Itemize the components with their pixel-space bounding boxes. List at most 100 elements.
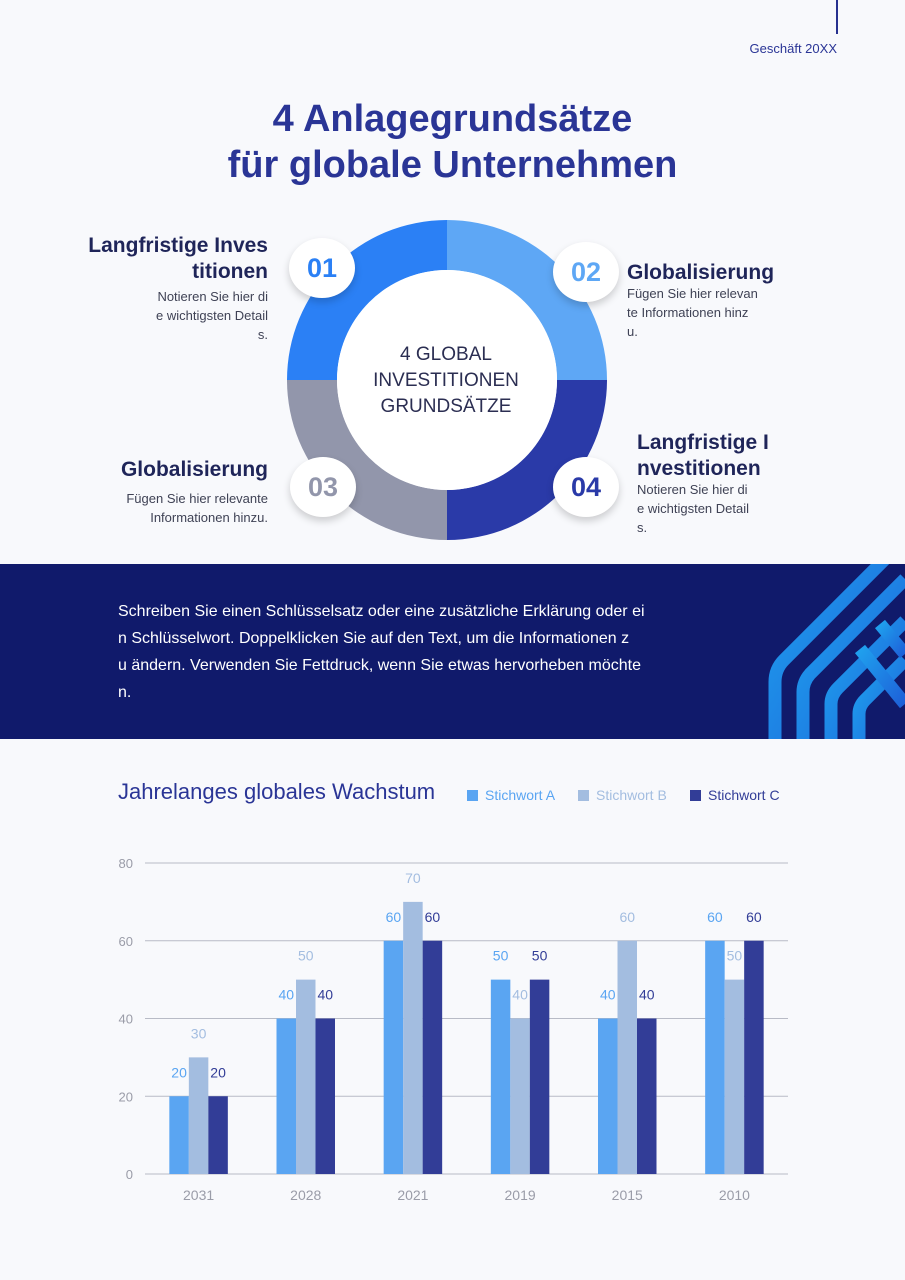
y-tick-label: 0 (126, 1167, 133, 1182)
bar (315, 1018, 335, 1174)
badge-02: 02 (553, 242, 619, 302)
bar (188, 1057, 209, 1174)
principle-2: Globalisierung Fügen Sie hier relevan te… (627, 260, 817, 341)
center-line-3: GRUNDSÄTZE (380, 396, 512, 417)
y-tick-label: 20 (119, 1089, 133, 1104)
principle-2-text: Fügen Sie hier relevan te Informationen … (627, 284, 817, 341)
legend-label-c: Stichwort C (708, 787, 780, 803)
legend-item-b: Stichwort B (578, 787, 667, 803)
legend-label-a: Stichwort A (485, 787, 556, 803)
y-tick-label: 60 (119, 934, 133, 949)
bar-value-label: 70 (405, 870, 421, 886)
header-rule (836, 0, 838, 34)
y-tick-label: 80 (119, 856, 133, 871)
legend-item-a: Stichwort A (467, 787, 555, 803)
principle-1-text-line: s. (257, 327, 268, 342)
donut-segment-4 (447, 380, 607, 540)
bar (276, 1018, 296, 1174)
key-message-band (0, 564, 905, 739)
principle-1-text-line: Notieren Sie hier di (157, 289, 268, 304)
bar-value-label: 60 (707, 909, 723, 925)
principle-3-title: Globalisierung (60, 457, 268, 483)
principles-donut (287, 220, 607, 540)
bar (529, 979, 550, 1174)
x-tick-label: 2010 (719, 1187, 750, 1203)
bar-value-label: 40 (600, 987, 616, 1003)
bar-value-label: 20 (210, 1064, 226, 1080)
bar-value-label: 60 (619, 909, 635, 925)
bar (637, 1018, 657, 1174)
key-message-line: n. (118, 684, 132, 701)
principle-1: Langfristige Inves titionen Notieren Sie… (60, 233, 268, 344)
growth-bar-chart: 0 20 40 60 80 20 30 20 2031 40 50 40 2028 60 70 60 2021 5… (119, 856, 788, 1203)
principle-4-text: Notieren Sie hier di e wichtigsten Detai… (637, 480, 817, 537)
key-message-line: u ändern. Verwenden Sie Fettdruck, wenn … (118, 657, 641, 674)
key-message-line: Schreiben Sie einen Schlüsselsatz oder e… (118, 603, 645, 620)
center-line-1: 4 GLOBAL (400, 344, 492, 365)
principle-4: Langfristige I nvestitionen Notieren Sie… (637, 430, 817, 537)
bar (169, 1096, 189, 1174)
page-title-line-1: 4 Anlagegrundsätze (272, 98, 633, 140)
principle-1-title: Langfristige Inves titionen (60, 233, 268, 285)
legend-swatch-a (467, 789, 478, 801)
bar (208, 1096, 228, 1174)
x-tick-label: 2028 (290, 1187, 321, 1203)
bar (422, 940, 443, 1174)
bar-value-label: 20 (171, 1064, 187, 1080)
principle-3-text: Fügen Sie hier relevante Informationen h… (60, 489, 268, 527)
band-stripes-graphic (768, 564, 905, 739)
badge-04: 04 (553, 457, 619, 517)
bar (617, 940, 637, 1174)
bar-value-label: 40 (639, 987, 655, 1003)
principle-1-text: Notieren Sie hier di e wichtigsten Detai… (60, 287, 268, 344)
bar-value-label: 40 (278, 987, 294, 1003)
principle-4-text-line: s. (637, 520, 648, 535)
bar (510, 1018, 530, 1174)
x-tick-label: 2019 (505, 1187, 536, 1203)
y-tick-label: 40 (119, 1012, 133, 1027)
bar (705, 940, 725, 1174)
principle-4-title: Langfristige I nvestitionen (637, 430, 817, 482)
legend-swatch-c (690, 789, 701, 801)
principle-2-title: Globalisierung (627, 260, 817, 286)
principle-1-title-line: Langfristige Inves (88, 234, 268, 257)
principle-2-title-line: Globalisierung (627, 261, 775, 284)
bar (598, 1018, 618, 1174)
principle-3-title-line: Globalisierung (120, 458, 268, 481)
bar (744, 940, 764, 1174)
bar (724, 979, 745, 1174)
badge-01: 01 (289, 238, 355, 298)
principle-3-text-line: Informationen hinzu. (150, 510, 268, 525)
x-tick-label: 2031 (183, 1187, 214, 1203)
bar-value-label: 60 (386, 909, 402, 925)
bar (296, 979, 316, 1174)
donut-segment-1 (287, 220, 447, 380)
bar-value-label: 50 (727, 948, 743, 964)
badge-03: 03 (290, 457, 356, 517)
legend-item-c: Stichwort C (690, 787, 780, 803)
page-title: 4 Anlagegrundsätze für globale Unternehm… (0, 96, 905, 188)
donut-segment-3 (287, 380, 447, 540)
page-title-line-2: für globale Unternehmen (227, 144, 678, 186)
header-label: Geschäft 20XX (749, 41, 837, 56)
principle-4-title-line: Langfristige I (637, 431, 769, 454)
bar (403, 901, 423, 1174)
principle-2-text-line: u. (627, 324, 638, 339)
principle-1-title-line: titionen (192, 260, 268, 283)
principle-4-text-line: e wichtigsten Detail (637, 501, 749, 516)
principle-4-title-line: nvestitionen (637, 457, 761, 480)
center-line-2: INVESTITIONEN (373, 370, 519, 391)
principle-3: Globalisierung Fügen Sie hier relevante … (60, 457, 268, 527)
bar-value-label: 40 (317, 987, 333, 1003)
key-message-text: Schreiben Sie einen Schlüsselsatz oder e… (118, 598, 708, 706)
bar-value-label: 50 (493, 948, 509, 964)
donut-center-label: 4 GLOBAL INVESTITIONEN GRUNDSÄTZE (345, 342, 547, 420)
bar-value-label: 60 (425, 909, 441, 925)
principle-2-text-line: Fügen Sie hier relevan (627, 286, 758, 301)
key-message-line: n Schlüsselwort. Doppelklicken Sie auf d… (118, 630, 630, 647)
x-tick-label: 2015 (612, 1187, 643, 1203)
principle-4-text-line: Notieren Sie hier di (637, 482, 748, 497)
principle-3-text-line: Fügen Sie hier relevante (126, 491, 268, 506)
bar-value-label: 50 (298, 948, 314, 964)
principle-1-text-line: e wichtigsten Detail (156, 308, 268, 323)
